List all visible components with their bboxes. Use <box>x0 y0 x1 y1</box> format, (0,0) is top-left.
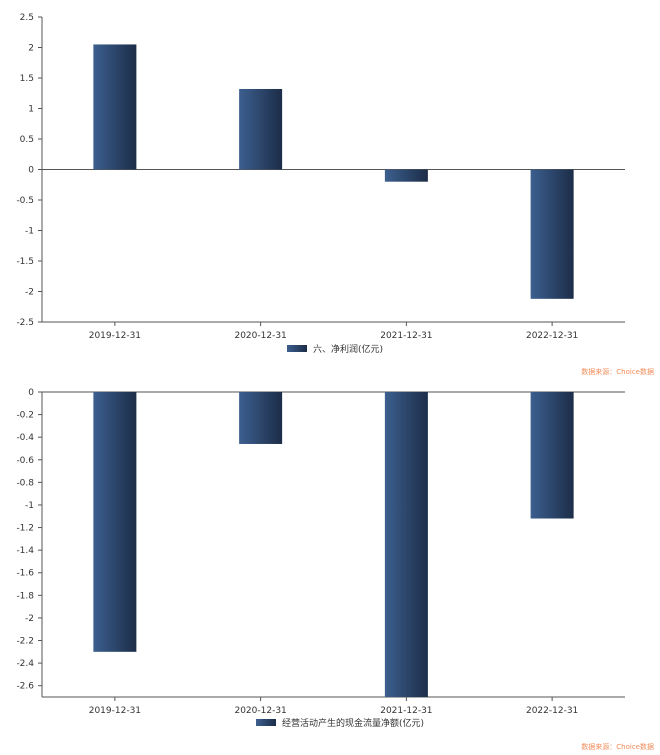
x-tick-label: 2022-12-31 <box>526 706 578 716</box>
legend-swatch <box>287 345 307 352</box>
bar-2019-12-31 <box>93 44 137 170</box>
y-tick-label: 1.5 <box>20 74 34 84</box>
y-tick-label: -0.8 <box>16 478 34 488</box>
y-tick-label: -2 <box>25 288 34 298</box>
y-tick-label: -1.2 <box>16 524 34 534</box>
y-tick-label: -0.5 <box>16 196 34 206</box>
x-tick-label: 2022-12-31 <box>526 331 578 341</box>
operating-cashflow-chart: 0 -0.2 -0.4 -0.6 -0.8 -1 -1.2 -1.4 -1.6 -1.8 -2 -2.… <box>16 388 625 729</box>
y-tick-label: 0.5 <box>20 135 34 145</box>
legend-swatch <box>256 719 276 726</box>
bar-2021-12-31 <box>384 169 428 182</box>
x-tick-label: 2021-12-31 <box>380 706 432 716</box>
y-tick-label: -1.8 <box>16 591 34 601</box>
y-tick-label: -0.6 <box>16 456 34 466</box>
y-tick-label: -1.5 <box>16 257 34 267</box>
bar-2022-12-31 <box>530 169 574 299</box>
legend-label: 经营活动产生的现金流量净额(亿元) <box>282 717 424 729</box>
y-tick-label: -1.6 <box>16 569 34 579</box>
x-tick-label: 2020-12-31 <box>234 331 286 341</box>
y-tick-label: 2.5 <box>20 13 34 23</box>
bar-2019-12-31 <box>93 392 137 652</box>
net-profit-chart: 2.5 2 1.5 1 0.5 0 -0.5 -1 -1.5 -2 -2.5 2019-12-31 20… <box>16 13 625 355</box>
bar-2021-12-31 <box>384 392 428 697</box>
y-tick-label: -0.2 <box>16 411 34 421</box>
y-tick-label: 0 <box>28 166 34 176</box>
y-tick-label: -2.4 <box>16 659 34 669</box>
y-tick-label: -0.4 <box>16 433 34 443</box>
y-tick-label: 1 <box>28 105 34 115</box>
y-tick-label: -1 <box>25 227 34 237</box>
source-label-bottom: 数据来源：Choice数据 <box>581 742 654 751</box>
y-tick-label: -1 <box>25 501 34 511</box>
y-tick-label: -2.5 <box>16 318 34 328</box>
bar-2020-12-31 <box>239 392 283 444</box>
y-tick-label: -1.4 <box>16 546 34 556</box>
x-tick-label: 2021-12-31 <box>380 331 432 341</box>
y-tick-label: -2.6 <box>16 682 34 692</box>
y-tick-label: 0 <box>28 388 34 398</box>
bar-2022-12-31 <box>530 392 574 519</box>
bar-2020-12-31 <box>239 88 283 170</box>
x-tick-label: 2019-12-31 <box>89 706 141 716</box>
y-tick-label: 2 <box>28 44 34 54</box>
legend-label: 六、净利润(亿元) <box>313 343 383 355</box>
y-tick-label: -2.2 <box>16 637 34 647</box>
x-tick-label: 2019-12-31 <box>89 331 141 341</box>
x-tick-label: 2020-12-31 <box>234 706 286 716</box>
y-tick-label: -2 <box>25 614 34 624</box>
source-label: 数据来源：Choice数据 <box>581 367 654 376</box>
